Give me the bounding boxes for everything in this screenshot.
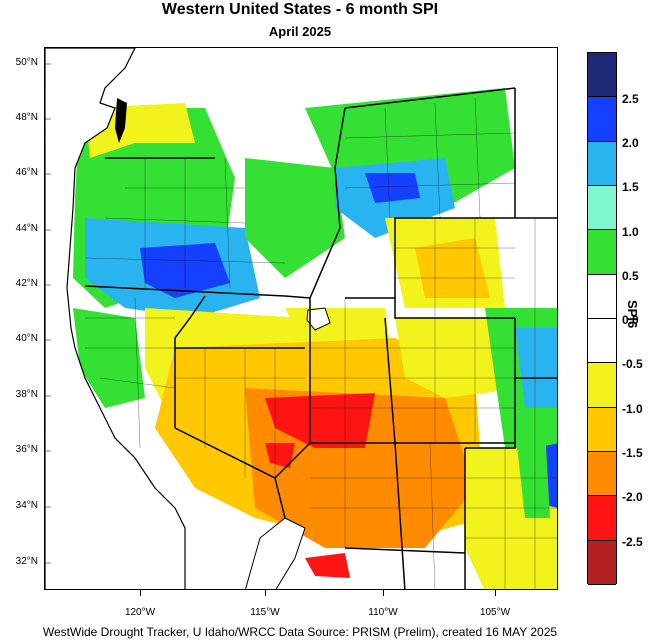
lat-label: 50°N [15, 57, 38, 68]
region-montana-deep-blue [365, 173, 420, 203]
region-east-blue [515, 328, 557, 408]
region-nw-yellow [85, 103, 195, 158]
colorbar-label: -1.5 [622, 446, 643, 460]
lat-label: 40°N [15, 333, 38, 344]
lat-label: 46°N [15, 167, 38, 178]
map-panel [44, 47, 558, 590]
region-sw-red [265, 393, 375, 448]
gulf-of-california [245, 517, 306, 589]
region-wyoming-orange [415, 238, 490, 298]
lat-label: 34°N [15, 500, 38, 511]
colorbar-label: -2.5 [622, 535, 643, 549]
colorbar-segment [588, 274, 616, 319]
lat-label: 42°N [15, 278, 38, 289]
region-idaho-green [245, 158, 345, 278]
colorbar-segment [588, 141, 616, 186]
colorbar-label: -1.0 [622, 402, 643, 416]
lat-label: 32°N [15, 556, 38, 567]
lat-label: 36°N [15, 444, 38, 455]
colorbar-segment [588, 53, 616, 98]
colorbar-label: 1.5 [622, 180, 639, 194]
lat-label: 38°N [15, 389, 38, 400]
colorbar-segment [588, 540, 616, 585]
colorbar-label: 0.5 [622, 269, 639, 283]
lon-label: 115°W [250, 607, 280, 618]
lon-label: 120°W [124, 607, 156, 618]
colorbar-title: SPI6 [625, 300, 640, 329]
graticule [45, 63, 51, 564]
colorbar-legend [587, 52, 617, 585]
map-title: Western United States - 6 month SPI [161, 1, 439, 18]
region-sw-red-2 [265, 443, 295, 468]
colorbar-segment [588, 363, 616, 408]
lon-tick [265, 590, 266, 596]
colorbar-label: -2.0 [622, 490, 643, 504]
map-footer: WestWide Drought Tracker, U Idaho/WRCC D… [42, 625, 558, 639]
state-borders [84, 87, 557, 589]
great-salt-lake [306, 307, 331, 331]
region-az-red [305, 553, 350, 578]
colorbar-segment [588, 496, 616, 541]
region-ca-green [73, 308, 145, 408]
region-se-green [515, 428, 550, 518]
colorbar-segment [588, 97, 616, 142]
colorbar-segment [588, 319, 616, 364]
county-borders [84, 97, 557, 589]
colorbar-segment [588, 230, 616, 275]
colorbar-segment [588, 452, 616, 497]
lon-tick [495, 590, 496, 596]
colorbar-label: 1.0 [622, 225, 639, 239]
colorbar-label: 2.0 [622, 136, 639, 150]
colorbar-label: -0.5 [622, 357, 643, 371]
colorbar-segment [588, 407, 616, 452]
lon-tick [383, 590, 384, 596]
colorbar-segment [588, 186, 616, 231]
puget-sound [115, 98, 127, 143]
ocean-mask [45, 48, 186, 589]
colorbar-label: 2.5 [622, 92, 639, 106]
lon-tick [140, 590, 141, 596]
lat-label: 44°N [15, 223, 38, 234]
map-subtitle: April 2025 [268, 24, 332, 39]
colorbar-label: 0.0 [622, 313, 639, 327]
spi-map [45, 48, 557, 589]
lon-label: 105°W [479, 607, 511, 618]
lat-label: 48°N [15, 112, 38, 123]
lon-label: 110°W [368, 607, 398, 618]
